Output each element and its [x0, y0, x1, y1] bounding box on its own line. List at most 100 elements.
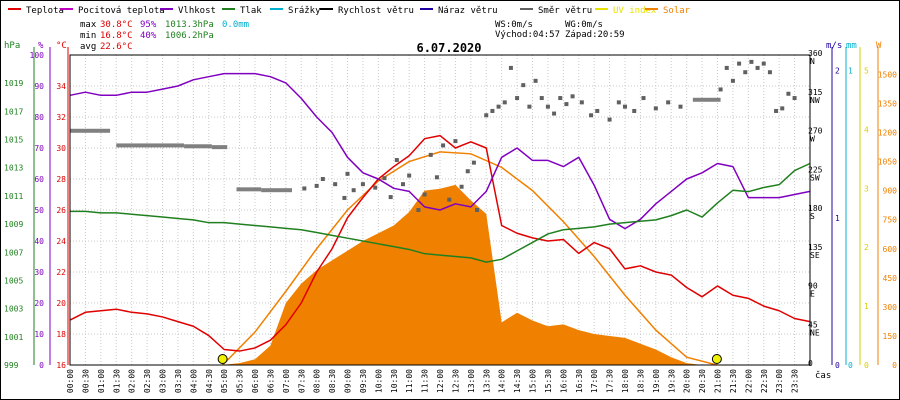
temperature-tick: 16 — [56, 361, 66, 370]
wind-direction-point — [678, 104, 683, 109]
x-tick-label: 11:30 — [421, 369, 430, 393]
x-tick-label: 14:00 — [498, 369, 507, 393]
humidity-tick: 50 — [34, 206, 44, 215]
x-tick-label: 21:30 — [729, 369, 738, 393]
sunrise-value: Východ:04:57 — [495, 30, 560, 40]
humidity-tick: 30 — [34, 268, 44, 277]
wind-direction-point — [515, 96, 520, 101]
x-tick-label: 15:30 — [544, 369, 553, 393]
legend-item: Solar — [645, 6, 691, 16]
x-tick-label: 22:30 — [760, 369, 769, 393]
wind-dir-name: SW — [810, 173, 820, 182]
stats-min-press: 1006.2hPa — [165, 31, 214, 41]
wind-direction-point — [539, 96, 544, 101]
temperature-tick: 30 — [56, 144, 66, 153]
pressure-tick: 1015 — [4, 136, 23, 145]
wind-direction-point — [558, 96, 563, 101]
wind-direction-point — [416, 208, 421, 212]
solar-tick: 1350 — [878, 99, 897, 108]
pressure-tick: 1019 — [4, 79, 23, 88]
solar-tick: 0 — [892, 361, 897, 370]
wind-segment — [116, 143, 185, 148]
wind-direction-point — [320, 177, 325, 181]
legend-label: Pocitová teplota — [78, 6, 165, 16]
wind-direction-point — [401, 182, 405, 187]
x-tick-label: 17:30 — [606, 369, 615, 393]
rain-tick: 0 — [848, 361, 853, 370]
wind-dir-tick: 225 — [808, 165, 823, 174]
x-tick-label: 23:30 — [791, 369, 800, 393]
wind-dir-name: SE — [810, 251, 820, 260]
stats-min-label: min — [80, 31, 96, 41]
wind-direction-point — [616, 100, 621, 105]
series-line-teplota — [69, 134, 811, 352]
wind-direction-point — [382, 176, 387, 181]
svg-text:max: max — [80, 20, 97, 30]
wind-direction-point — [564, 102, 569, 107]
humidity-tick: 20 — [34, 299, 44, 308]
wind-direction-point — [422, 192, 427, 197]
wind-direction-point — [792, 96, 797, 101]
legend-item: Směr větru — [520, 6, 592, 16]
wind-direction-point — [428, 152, 433, 157]
wind-dir-name: NE — [810, 328, 820, 337]
wind-dir-name: S — [810, 212, 815, 221]
series-line-tlak — [70, 162, 811, 263]
x-tick-label: 13:00 — [467, 369, 476, 393]
legend-swatch — [645, 8, 658, 10]
wind-direction-point — [743, 70, 748, 75]
wg-value: WG:0m/s — [565, 20, 603, 30]
wind-direction-point — [447, 197, 452, 202]
pressure-tick: 1007 — [4, 248, 23, 257]
wind-dir-tick: 135 — [808, 243, 823, 252]
legend-label: Srážky — [288, 6, 321, 16]
stats-block: max 30.8°C 95% 1013.3hPa 0.0mm min 16.8°… — [80, 20, 249, 52]
x-tick-label: 17:00 — [590, 369, 599, 393]
wind-direction-point — [533, 78, 538, 83]
svg-text:1013.3hPa: 1013.3hPa — [165, 20, 214, 30]
x-tick-label: 05:30 — [236, 369, 245, 393]
uv-tick: 5 — [864, 67, 869, 76]
x-tick-label: 03:00 — [159, 369, 168, 393]
wind-ms-tick: 1 — [835, 214, 840, 223]
wind-direction-point — [666, 100, 671, 105]
stats-max-rain: 0.0mm — [222, 20, 249, 30]
legend-item: Náraz větru — [420, 6, 498, 16]
legend-label: Náraz větru — [438, 6, 498, 16]
wind-direction-point — [475, 208, 479, 212]
wind-segment — [184, 144, 212, 149]
temperature-tick: 18 — [56, 330, 66, 339]
unit-time: čas — [815, 370, 831, 381]
legend-item: Tlak — [222, 6, 262, 16]
legend-label: Rychlost větru — [338, 6, 414, 16]
humidity-tick: 60 — [34, 175, 44, 184]
x-tick-label: 00:00 — [66, 369, 75, 393]
svg-text:95%: 95% — [140, 20, 157, 30]
x-tick-label: 19:00 — [652, 369, 661, 393]
legend-label: Směr větru — [538, 6, 592, 16]
wind-dir-tick: 180 — [808, 204, 823, 213]
uv-tick: 4 — [864, 125, 869, 134]
wind-direction-point — [502, 100, 507, 105]
wind-direction-point — [471, 160, 476, 165]
wind-direction-point — [786, 91, 791, 96]
x-tick-label: 21:00 — [714, 369, 723, 393]
solar-tick: 1500 — [878, 70, 897, 79]
x-tick-label: 04:00 — [189, 369, 198, 393]
x-tick-label: 16:30 — [575, 369, 584, 393]
legend-swatch — [520, 8, 533, 10]
temperature-tick: 32 — [56, 113, 66, 122]
pressure-tick: 1003 — [4, 305, 23, 314]
wind-direction-point — [653, 106, 658, 111]
wind-direction-point — [737, 61, 742, 66]
x-tick-label: 10:30 — [390, 369, 399, 393]
solar-tick: 150 — [883, 332, 898, 341]
x-tick-label: 08:00 — [313, 369, 322, 393]
axis-units: hPa % °C m/s mm W čas — [4, 41, 882, 381]
wind-direction-point — [453, 139, 458, 144]
humidity-tick: 90 — [34, 82, 44, 91]
wind-direction-point — [441, 143, 446, 148]
legend-label: Solar — [663, 6, 691, 16]
solar-tick: 1050 — [878, 158, 897, 167]
wind-direction-point — [302, 186, 307, 191]
